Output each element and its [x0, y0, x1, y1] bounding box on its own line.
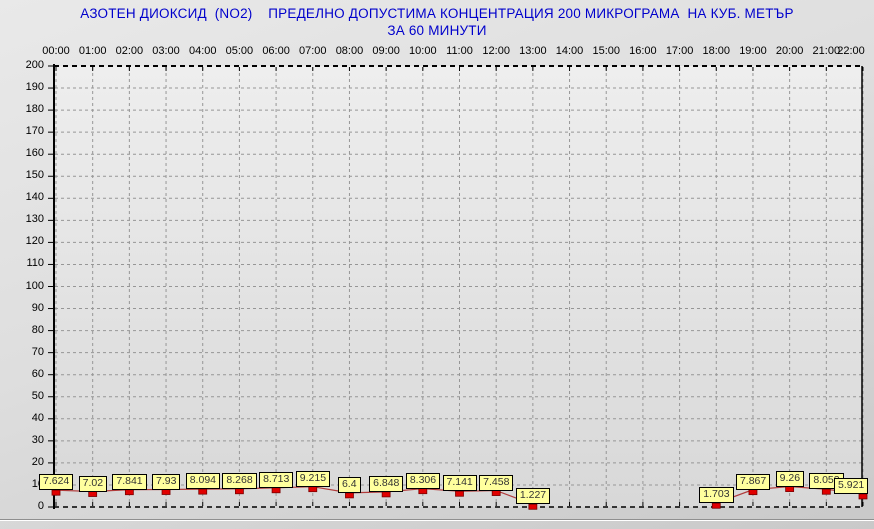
data-marker: [345, 492, 354, 499]
point-value-label: 8.713: [259, 471, 294, 488]
x-axis-label: 03:00: [152, 45, 180, 57]
data-marker: [198, 488, 208, 495]
y-axis-label: 100: [25, 279, 44, 292]
point-value-label: 6.848: [369, 475, 404, 492]
data-marker: [161, 489, 171, 495]
x-axis-label: 01:00: [78, 45, 107, 57]
y-axis-label: 130: [25, 213, 44, 226]
y-axis-label: 50: [31, 389, 44, 402]
x-axis-label: 14:00: [555, 45, 584, 57]
x-axis-label: 18:00: [702, 45, 731, 57]
point-value-label: 6.4: [337, 476, 361, 493]
x-axis-label: 04:00: [188, 45, 217, 57]
y-axis-label: 120: [25, 235, 44, 248]
point-value-label: 7.841: [112, 473, 147, 490]
data-marker: [51, 489, 61, 496]
x-axis-label: 06:00: [262, 45, 290, 57]
point-value-label: 7.02: [78, 475, 108, 492]
point-value-label: 7.624: [39, 474, 74, 491]
x-axis-label: 07:00: [299, 45, 327, 57]
x-axis-label: 21:00: [812, 45, 841, 57]
x-axis-label: 11:00: [446, 45, 473, 57]
x-axis-label: 02:00: [115, 45, 144, 57]
y-axis-label: 150: [25, 169, 44, 182]
x-axis-label: 10:00: [409, 45, 437, 57]
point-value-label: 7.93: [152, 473, 181, 490]
y-axis-label: 170: [25, 125, 44, 138]
x-axis-label: 12:00: [482, 45, 510, 57]
x-axis-label: 09:00: [372, 45, 400, 57]
y-axis-label: 70: [31, 345, 44, 358]
x-axis-label: 05:00: [225, 45, 254, 57]
point-value-label: 7.867: [735, 473, 771, 490]
data-marker: [235, 488, 244, 495]
y-axis-label: 0: [37, 500, 44, 512]
x-axis-label: 08:00: [335, 45, 364, 57]
chart-title-line2: ЗА 60 МИНУТИ: [387, 23, 487, 38]
y-axis-label: 160: [25, 147, 44, 160]
x-axis-label: 22:00: [837, 45, 865, 57]
data-marker: [308, 486, 318, 493]
bottom-separator: [0, 519, 874, 521]
data-marker: [491, 490, 501, 496]
y-axis-label: 60: [31, 367, 44, 380]
data-marker: [271, 487, 281, 494]
point-value-label: 7.141: [442, 475, 477, 492]
data-marker: [418, 488, 428, 495]
point-value-label: 8.306: [405, 472, 441, 489]
point-value-label: 8.094: [185, 473, 220, 490]
y-axis-label: 40: [31, 411, 44, 424]
point-value-label: 9.215: [295, 470, 331, 487]
chart-title-line1: АЗОТЕН ДИОКСИД (NO2) ПРЕДЕЛНО ДОПУСТИМА …: [80, 6, 794, 21]
x-axis-label: 17:00: [665, 45, 694, 57]
x-axis-label: 16:00: [629, 45, 657, 57]
point-value-label: 8.268: [222, 472, 257, 489]
point-value-label: 1.227: [515, 488, 551, 505]
x-axis-label: 19:00: [739, 45, 767, 57]
y-axis-label: 190: [25, 81, 44, 94]
x-axis-label: 13:00: [519, 45, 547, 57]
y-axis-label: 30: [31, 433, 44, 446]
x-axis-label: 15:00: [592, 45, 620, 57]
y-axis-label: 80: [31, 323, 44, 336]
point-value-label: 9.26: [775, 470, 805, 487]
data-marker: [455, 490, 464, 497]
y-axis-label: 180: [25, 103, 44, 116]
x-axis-label: 20:00: [775, 45, 804, 57]
point-value-label: 5.921: [834, 477, 869, 494]
data-marker: [821, 488, 831, 495]
data-marker: [88, 491, 98, 497]
y-axis-label: 200: [25, 59, 44, 71]
data-marker: [124, 489, 134, 496]
data-marker: [748, 489, 758, 496]
y-axis-label: 110: [26, 257, 44, 270]
data-marker: [785, 486, 795, 492]
data-marker: [381, 491, 391, 498]
y-axis-label: 140: [25, 191, 44, 204]
data-marker: [528, 503, 538, 510]
point-value-label: 7.458: [479, 474, 514, 491]
x-axis-label: 00:00: [42, 45, 70, 57]
data-marker: [858, 493, 868, 500]
y-axis-label: 20: [31, 455, 44, 468]
point-value-label: 1.703: [699, 487, 734, 504]
y-axis-label: 90: [31, 301, 44, 314]
data-marker: [711, 502, 721, 509]
